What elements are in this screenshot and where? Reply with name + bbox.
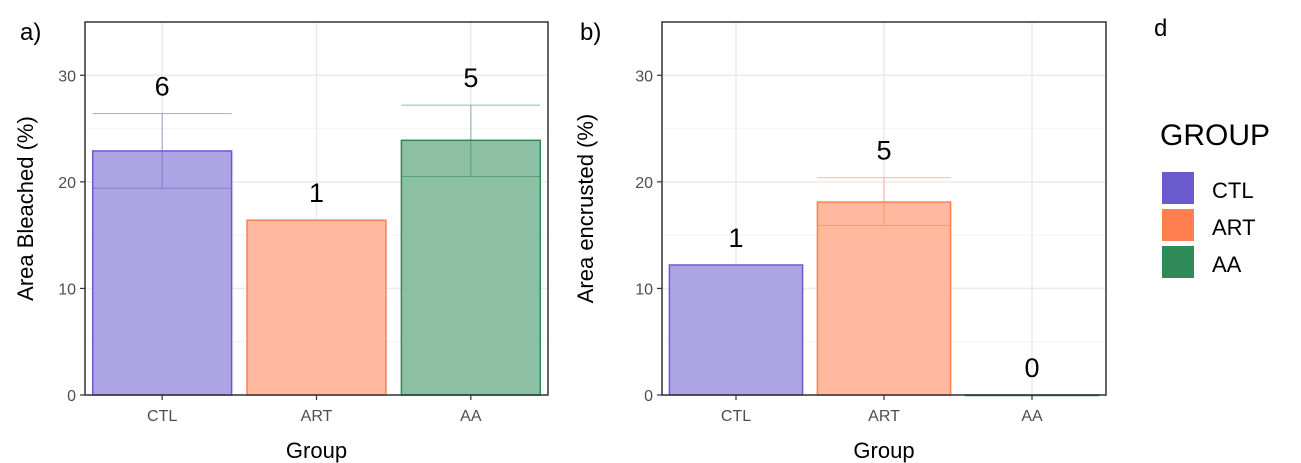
x-tick-label: ART (301, 408, 333, 425)
error-bar-art (817, 177, 951, 227)
bar-art (816, 201, 952, 396)
legend-label-ctl: CTL (1212, 178, 1254, 203)
legend-swatch-art (1162, 209, 1194, 241)
y-tick-label: 30 (58, 68, 76, 85)
legend-label-art: ART (1212, 215, 1256, 240)
bar-ctl (91, 150, 233, 396)
x-tick-label: AA (460, 408, 482, 425)
bar-ctl (668, 264, 804, 396)
legend-swatch-aa (1162, 246, 1194, 278)
panel-label: a) (20, 19, 41, 46)
count-label: 0 (1024, 353, 1039, 383)
y-tick-label: 0 (67, 388, 76, 405)
legend-label-aa: AA (1212, 252, 1242, 277)
y-tick-label: 20 (58, 175, 76, 192)
legend-item-art: ART (1162, 209, 1256, 241)
x-tick-label: CTL (147, 408, 177, 425)
count-label: 5 (463, 63, 478, 93)
count-label: 5 (876, 136, 891, 166)
y-tick-label: 10 (58, 281, 76, 298)
y-tick-label: 0 (644, 388, 653, 405)
y-tick-label: 10 (635, 281, 653, 298)
count-label: 6 (155, 72, 170, 102)
count-label: 1 (309, 178, 324, 208)
panel-b-encrusted: 1 5 0 0 10 20 30 CTL ART AA Group Area encrusted (%… (573, 19, 1107, 463)
extra-panel-label: d (1154, 15, 1167, 42)
x-tick-label: AA (1021, 408, 1043, 425)
legend-item-ctl: CTL (1162, 172, 1254, 204)
legend: GROUP CTL ART AA (1160, 119, 1270, 278)
error-bar-ctl (92, 113, 232, 189)
y-axis-title: Area encrusted (%) (573, 114, 598, 304)
y-tick-label: 30 (635, 68, 653, 85)
legend-item-aa: AA (1162, 246, 1242, 278)
legend-swatch-ctl (1162, 172, 1194, 204)
x-axis-title: Group (853, 438, 914, 463)
panel-label: b) (580, 19, 601, 46)
y-axis-title: Area Bleached (%) (13, 116, 38, 301)
y-tick-label: 20 (635, 175, 653, 192)
bar-aa (400, 139, 542, 396)
count-label: 1 (728, 223, 743, 253)
x-tick-label: ART (868, 408, 900, 425)
legend-title: GROUP (1160, 119, 1270, 152)
panel-a-bleached: 6 1 5 0 10 20 30 CTL ART AA Group Area Bleached (%)… (13, 19, 549, 463)
x-axis-title: Group (286, 438, 347, 463)
error-bar-aa (401, 104, 541, 178)
bar-art (246, 219, 387, 396)
x-tick-label: CTL (721, 408, 751, 425)
